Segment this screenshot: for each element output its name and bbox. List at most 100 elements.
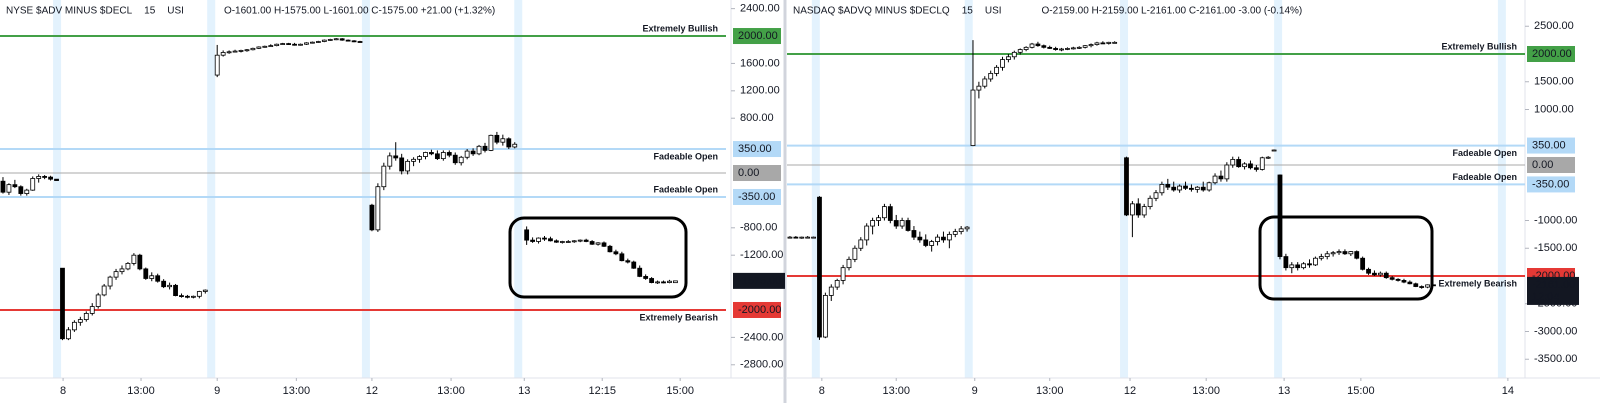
candle-body	[1224, 164, 1230, 180]
candle-body	[214, 54, 220, 76]
candle-body	[36, 176, 42, 179]
candle-body	[512, 143, 518, 148]
header-source: USI	[985, 6, 1002, 17]
candle-body	[1053, 48, 1059, 50]
candle-body	[95, 294, 101, 307]
candle-body	[571, 240, 577, 243]
candle-body	[1318, 256, 1324, 259]
candle-body	[1147, 197, 1153, 208]
candle-body	[799, 236, 805, 239]
candle-body	[805, 236, 811, 239]
candle-body	[280, 43, 286, 45]
y-tick-label: -800.00	[740, 222, 777, 234]
candle-body	[852, 247, 858, 260]
candle-body	[42, 176, 48, 178]
candle-body	[655, 281, 660, 284]
header-source: USI	[167, 6, 184, 17]
candle-body	[60, 267, 65, 340]
candle-body	[1348, 251, 1354, 255]
candle-body	[846, 258, 852, 269]
candle-body	[1200, 186, 1206, 191]
candle-body	[905, 220, 911, 231]
candle-body	[858, 239, 864, 249]
candle-body	[1230, 159, 1236, 166]
x-tick-label: 13:00	[1036, 385, 1064, 397]
candle-body	[137, 254, 143, 270]
candle-body	[1189, 187, 1194, 190]
candle-body	[941, 236, 946, 241]
candle-body	[196, 291, 202, 297]
level-label: Extremely Bullish	[642, 23, 718, 33]
session-break	[514, 0, 523, 378]
candle-body	[173, 284, 178, 297]
level-badge	[1527, 156, 1575, 173]
candle-body	[1088, 44, 1094, 47]
candle-body	[268, 45, 274, 48]
candle-body	[250, 47, 256, 51]
candle-body	[1135, 203, 1141, 216]
y-tick-label: -1500.00	[1534, 242, 1577, 254]
candle-body	[179, 295, 184, 298]
highlight-box	[508, 216, 688, 299]
y-tick-label: 2500.00	[1534, 20, 1574, 32]
candle-body	[464, 150, 470, 158]
candle-body	[1425, 284, 1430, 288]
x-tick-label: 12	[1124, 385, 1136, 397]
candle-body	[1124, 157, 1129, 216]
header-interval: 15	[144, 6, 156, 17]
session-break	[53, 0, 62, 378]
level-badge-label: 2000.00	[1532, 48, 1572, 60]
candle-body	[1295, 264, 1301, 269]
candle-body	[429, 152, 434, 155]
candle-body	[1307, 263, 1312, 266]
level-badge	[1527, 176, 1575, 193]
x-tick-label: 8	[819, 385, 825, 397]
header-ohlc: O-1601.00 H-1575.00 L-1601.00 C-1575.00 …	[224, 6, 495, 17]
candle-body	[1047, 46, 1053, 49]
y-tick-label: -2400.00	[740, 331, 783, 343]
candle-body	[83, 313, 89, 320]
session-break	[1497, 0, 1506, 378]
candle-body	[548, 238, 553, 242]
candle-body	[1100, 42, 1106, 45]
candle-body	[411, 158, 416, 162]
candle-body	[1183, 185, 1188, 189]
candle-body	[452, 154, 458, 164]
candle-body	[1389, 277, 1395, 280]
y-tick-label: -1000.00	[1534, 214, 1577, 226]
candle-body	[946, 233, 952, 241]
candle-body	[1313, 257, 1318, 266]
candle-body	[470, 150, 476, 155]
candle-body	[673, 280, 678, 284]
candle-body	[1218, 175, 1224, 180]
candle-body	[637, 267, 643, 277]
candle-body	[1242, 163, 1247, 168]
candle-body	[1354, 251, 1360, 259]
candle-body	[66, 329, 71, 340]
candle-body	[583, 239, 589, 242]
candle-body	[387, 155, 393, 167]
candle-body	[381, 165, 387, 188]
session-break	[964, 0, 973, 378]
candle-body	[530, 239, 535, 242]
level-badge-label: 2000.00	[738, 30, 778, 42]
candle-body	[911, 230, 917, 238]
candle-body	[631, 261, 637, 269]
candle-body	[565, 241, 571, 243]
session-break	[811, 0, 820, 378]
candle-body	[149, 275, 155, 279]
candle-body	[864, 225, 870, 241]
candle-body	[30, 178, 36, 191]
candle-body	[48, 176, 53, 180]
candle-body	[1070, 47, 1076, 50]
candle-body	[559, 241, 565, 243]
candle-body	[893, 220, 899, 227]
candle-body	[1159, 184, 1165, 194]
candle-body	[89, 306, 95, 314]
candle-body	[333, 38, 339, 41]
candle-body	[405, 160, 411, 172]
y-tick-label: 1200.00	[740, 85, 780, 97]
